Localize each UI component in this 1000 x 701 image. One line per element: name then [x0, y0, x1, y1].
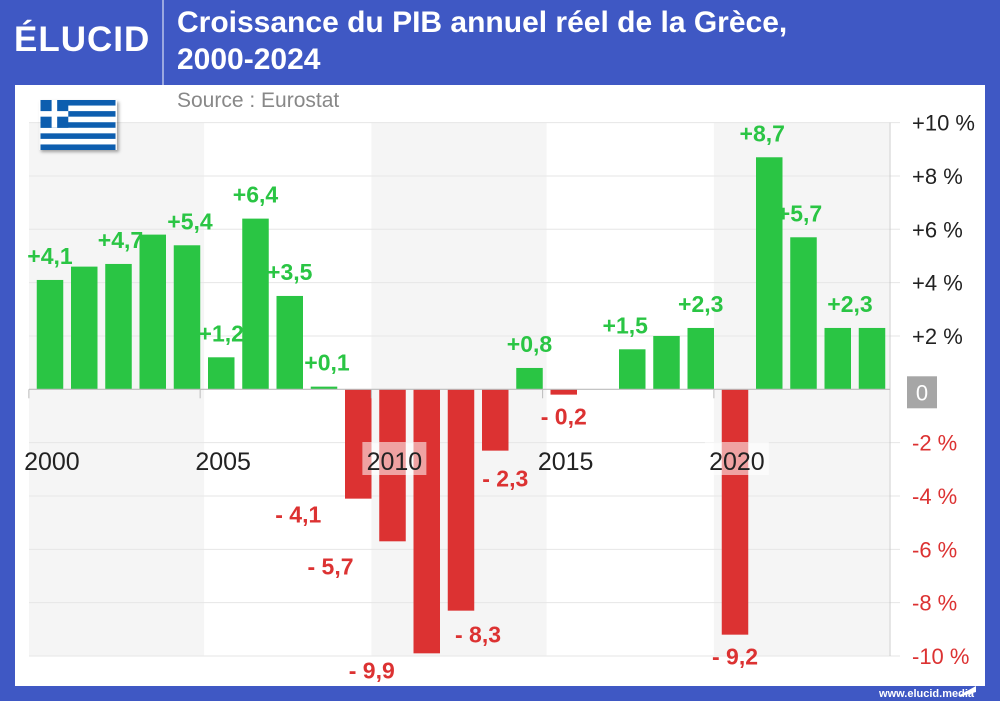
bar-2020 — [721, 389, 749, 635]
chart-title: Croissance du PIB annuel réel de la Grèc… — [177, 4, 977, 78]
bar-2011 — [413, 389, 440, 654]
bar-2005 — [208, 357, 235, 390]
elucid-mark-icon — [958, 686, 976, 696]
data-label-2010: - 5,7 — [307, 553, 353, 579]
y-tick-label: -8 % — [912, 591, 957, 616]
y-tick-label: +4 % — [912, 271, 963, 296]
y-tick-label: -2 % — [912, 431, 957, 456]
bar-2008 — [310, 386, 338, 390]
data-label-2000: +4,1 — [27, 243, 73, 269]
title-line-1: Croissance du PIB annuel réel de la Grèc… — [177, 6, 788, 39]
data-label-2007: +3,5 — [267, 259, 313, 285]
data-label-2012: - 8,3 — [455, 622, 501, 648]
x-tick-label: 2000 — [24, 448, 80, 476]
footer-url[interactable]: www.elucid.media — [879, 688, 974, 700]
data-label-2017: +1,5 — [603, 312, 649, 338]
bar-2003 — [139, 234, 166, 390]
data-label-2008: +0,1 — [304, 350, 350, 376]
x-label-highlight — [704, 442, 769, 475]
y-tick-label: +6 % — [912, 217, 963, 242]
data-label-2002: +4,7 — [98, 227, 143, 253]
data-label-2024: +2,3 — [827, 291, 872, 317]
data-label-2005: +1,2 — [199, 320, 244, 346]
bar-2023 — [824, 327, 851, 390]
bar-2014 — [516, 367, 543, 390]
bar-2019 — [687, 327, 714, 390]
data-label-2019: +2,3 — [678, 291, 723, 317]
bar-2018 — [653, 335, 680, 390]
x-tick-label: 2005 — [195, 448, 251, 476]
data-label-2015: - 0,2 — [541, 404, 587, 430]
x-tick-label: 2020 — [709, 448, 765, 476]
bar-2024 — [858, 327, 886, 390]
bar-2002 — [105, 263, 132, 390]
y-tick-label: -10 % — [912, 644, 969, 669]
title-line-2: 2000-2024 — [177, 43, 321, 76]
elucid-logo: ÉLUCID — [14, 20, 151, 59]
zero-label-box — [907, 376, 937, 409]
y-tick-label: -6 % — [912, 537, 957, 562]
y-tick-label: 0 — [916, 380, 928, 405]
data-label-2020: - 9,2 — [712, 644, 758, 670]
data-label-2009: - 4,1 — [275, 502, 321, 528]
bar-2013 — [482, 389, 509, 451]
bar-2000 — [36, 279, 64, 390]
bar-2004 — [173, 245, 201, 390]
y-tick-label: +2 % — [912, 324, 963, 349]
data-label-2013: - 2,3 — [482, 466, 528, 492]
greece-flag-icon — [40, 100, 116, 150]
bar-2021 — [756, 157, 783, 390]
source-note: Source : Eurostat — [177, 89, 340, 112]
header-divider — [162, 0, 164, 85]
bar-2015 — [550, 389, 577, 395]
bar-2022 — [790, 237, 817, 390]
y-tick-label: -4 % — [912, 484, 957, 509]
bar-2006 — [242, 218, 269, 390]
data-label-2022: +5,7 — [777, 200, 822, 226]
data-label-2004: +5,4 — [167, 208, 213, 234]
data-label-2006: +6,4 — [233, 182, 279, 208]
bar-2017 — [619, 349, 646, 390]
y-tick-label: +10 % — [912, 111, 975, 136]
bar-2007 — [276, 295, 303, 390]
data-label-2014: +0,8 — [507, 331, 553, 357]
bar-2001 — [71, 266, 98, 390]
y-tick-label: +8 % — [912, 164, 963, 189]
x-label-highlight — [362, 442, 427, 475]
bar-2012 — [447, 389, 475, 611]
header: ÉLUCID Croissance du PIB annuel réel de … — [0, 0, 1000, 85]
x-tick-label: 2010 — [367, 448, 423, 476]
data-label-2011: - 9,9 — [349, 657, 395, 683]
data-label-2021: +8,7 — [740, 120, 785, 146]
x-tick-label: 2015 — [538, 448, 594, 476]
